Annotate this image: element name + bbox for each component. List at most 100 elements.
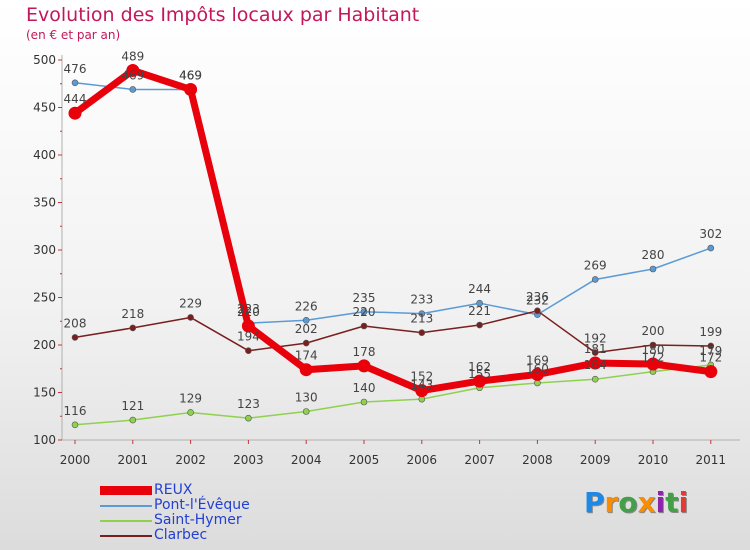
data-label: 129 xyxy=(179,391,202,405)
data-point xyxy=(649,341,657,349)
data-label: 469 xyxy=(179,68,202,82)
data-label: 229 xyxy=(179,296,202,310)
x-tick-label: 2011 xyxy=(696,453,727,467)
data-label: 226 xyxy=(295,299,318,313)
data-point xyxy=(302,316,310,324)
data-point xyxy=(649,265,657,273)
data-point xyxy=(302,408,310,415)
proxiti-logo: Proxiti xyxy=(584,486,689,519)
data-point xyxy=(299,363,313,377)
series-line-saint-hymer xyxy=(74,364,712,426)
data-label: 140 xyxy=(353,381,376,395)
y-tick-label: 100 xyxy=(33,433,56,447)
x-tick-label: 2006 xyxy=(407,453,438,467)
data-label: 179 xyxy=(699,344,722,358)
data-label: 172 xyxy=(642,351,665,365)
data-label: 280 xyxy=(642,248,665,262)
y-tick-label: 300 xyxy=(33,243,56,257)
data-label: 174 xyxy=(295,349,318,363)
data-label: 116 xyxy=(64,404,87,418)
chart-legend: REUX Pont-l'Évêque Saint-Hymer Clarbec xyxy=(100,483,250,543)
data-point xyxy=(704,365,718,379)
data-point xyxy=(360,398,368,406)
y-tick-label: 250 xyxy=(33,291,56,305)
legend-label: REUX xyxy=(154,482,193,498)
data-point xyxy=(415,384,429,398)
data-point xyxy=(129,324,137,332)
data-label: 302 xyxy=(699,227,722,241)
y-tick-label: 500 xyxy=(33,53,56,67)
data-label: 232 xyxy=(526,294,549,308)
data-point xyxy=(71,421,79,429)
data-point xyxy=(187,314,194,321)
data-point xyxy=(473,374,487,388)
legend-swatch xyxy=(100,534,152,537)
data-label: 172 xyxy=(699,351,722,365)
legend-label: Clarbec xyxy=(154,527,208,543)
data-label: 213 xyxy=(410,312,433,326)
data-label: 218 xyxy=(121,307,144,321)
data-label: 123 xyxy=(237,397,260,411)
data-point xyxy=(71,334,79,341)
data-label: 236 xyxy=(526,290,549,304)
data-label: 155 xyxy=(468,367,491,381)
data-point xyxy=(588,356,602,370)
legend-label: Pont-l'Évêque xyxy=(154,497,250,513)
data-label: 152 xyxy=(410,370,433,384)
data-label: 164 xyxy=(584,358,607,372)
data-point xyxy=(360,322,368,330)
x-tick-label: 2009 xyxy=(580,453,611,467)
data-point xyxy=(129,86,137,93)
data-label: 223 xyxy=(237,302,260,316)
data-point xyxy=(707,244,715,252)
data-point xyxy=(68,106,82,120)
data-label: 221 xyxy=(468,304,491,318)
data-label: 178 xyxy=(353,345,376,359)
chart-title: Evolution des Impôts locaux par Habitant xyxy=(26,4,420,26)
data-point xyxy=(184,82,198,96)
data-label: 130 xyxy=(295,391,318,405)
x-tick-label: 2005 xyxy=(349,453,380,467)
data-label: 199 xyxy=(699,325,722,339)
data-point xyxy=(530,367,544,381)
data-label: 192 xyxy=(584,332,607,346)
data-point xyxy=(241,319,255,333)
x-tick-label: 2003 xyxy=(233,453,264,467)
series-line-pont-l-v-que xyxy=(74,82,712,324)
x-tick-label: 2002 xyxy=(175,453,206,467)
x-tick-label: 2010 xyxy=(638,453,669,467)
data-point xyxy=(129,416,137,424)
data-label: 180 xyxy=(642,343,665,357)
data-label: 194 xyxy=(237,330,260,344)
y-tick-label: 350 xyxy=(33,196,56,210)
data-label: 444 xyxy=(64,92,87,106)
data-point xyxy=(591,349,599,356)
data-point xyxy=(71,79,79,87)
data-label: 220 xyxy=(237,305,260,319)
x-tick-label: 2000 xyxy=(60,453,91,467)
y-tick-label: 200 xyxy=(33,338,56,352)
y-tick-label: 450 xyxy=(33,101,56,115)
legend-swatch xyxy=(100,519,152,522)
legend-swatch xyxy=(100,504,152,507)
data-label: 162 xyxy=(468,360,491,374)
x-tick-label: 2004 xyxy=(291,453,322,467)
data-label: 469 xyxy=(179,68,202,82)
data-label: 200 xyxy=(642,324,665,338)
series-line-reux xyxy=(71,66,715,395)
data-label: 476 xyxy=(64,62,87,76)
legend-swatch xyxy=(100,486,152,495)
data-point xyxy=(476,299,483,307)
data-label: 121 xyxy=(121,399,144,413)
x-tick-label: 2007 xyxy=(464,453,495,467)
data-point xyxy=(591,375,599,383)
legend-item: Clarbec xyxy=(100,528,250,543)
data-point xyxy=(360,308,368,316)
data-point xyxy=(707,342,715,350)
data-point xyxy=(534,307,541,315)
data-label: 202 xyxy=(295,322,318,336)
y-tick-label: 150 xyxy=(33,386,56,400)
data-label: 160 xyxy=(526,362,549,376)
